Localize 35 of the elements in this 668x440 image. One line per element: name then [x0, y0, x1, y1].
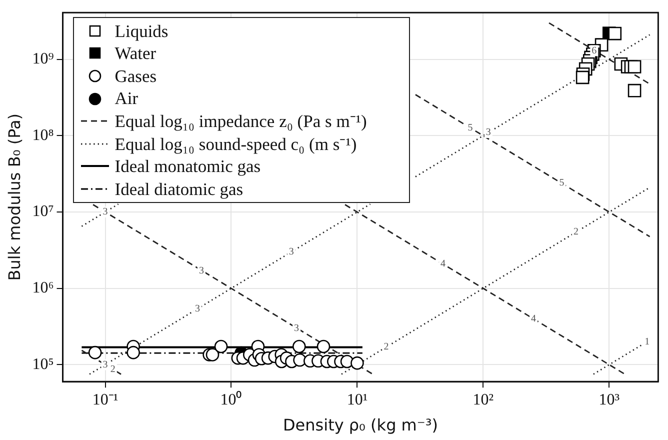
annotation: 3 — [486, 127, 491, 138]
x-tick-label: 10² — [472, 391, 494, 408]
legend-label: Equal log₁₀ impedance z₀ (Pa s m⁻¹) — [114, 110, 367, 133]
legend-label: Water — [114, 42, 156, 65]
annotation: 3 — [102, 206, 108, 218]
annotation: 4 — [440, 258, 446, 270]
annotation: 2 — [384, 342, 389, 353]
annotation: 3 — [294, 322, 300, 334]
annotation: 5 — [559, 178, 564, 189]
annotation: 3 — [195, 303, 200, 314]
legend-label: Ideal diatomic gas — [114, 178, 244, 200]
annotation: 3 — [102, 359, 108, 370]
legend-label: Equal log₁₀ sound-speed c₀ (m s⁻¹) — [114, 132, 357, 156]
annotation: 2 — [110, 364, 116, 375]
annotation: 2 — [573, 226, 578, 238]
y-tick-label: 10⁷ — [32, 203, 54, 220]
annotation: 3 — [288, 246, 294, 258]
legend-label: Gases — [114, 64, 157, 88]
annotation: 4 — [531, 313, 536, 324]
y-tick-label: 10⁹ — [32, 50, 54, 68]
y-tick-label: 10⁶ — [32, 280, 54, 297]
x-tick-label: 10³ — [598, 391, 620, 408]
annotation: 3 — [198, 265, 204, 276]
legend-label: Air — [114, 87, 138, 110]
x-axis-title: Density ρ₀ (kg m⁻³) — [282, 416, 438, 435]
annotation: 5 — [468, 122, 473, 134]
y-axis-title: Bulk modulus B₀ (Pa) — [4, 113, 24, 281]
x-tick-label: 10⁻¹ — [92, 391, 118, 408]
y-tick-label: 10⁵ — [32, 356, 54, 373]
legend-label: Ideal monatomic gas — [114, 155, 261, 178]
y-tick-label: 10⁸ — [32, 126, 54, 144]
x-tick-label: 10⁰ — [220, 390, 242, 408]
annotation: 1 — [644, 336, 650, 348]
annotation: 6 — [592, 45, 597, 56]
x-tick-label: 10¹ — [346, 391, 368, 408]
